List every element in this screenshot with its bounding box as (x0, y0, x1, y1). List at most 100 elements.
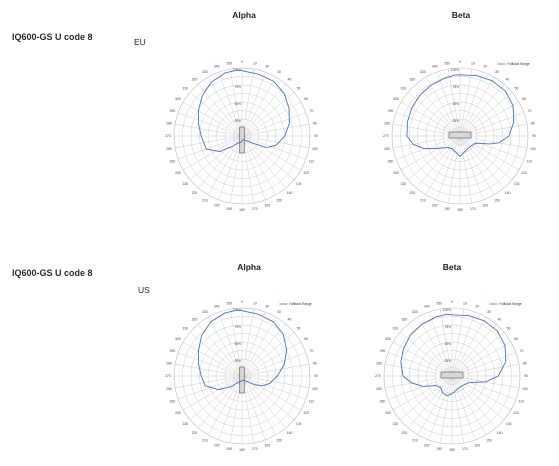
grid-spoke (241, 341, 301, 377)
angle-tick-label: 220 (192, 191, 198, 195)
grid-spoke (241, 375, 277, 435)
angle-tick-label: 280 (376, 361, 382, 365)
grid-spoke (174, 375, 243, 388)
polar-chart-eu-beta: 0 10 20 30 40 50 60 70 80 90 100 110 120 130 140 150 160… (383, 60, 536, 212)
angle-tick-label: 90 (314, 134, 318, 138)
grid-spoke (436, 72, 461, 137)
grid-spoke (459, 83, 504, 137)
grid-spoke (218, 135, 243, 200)
grid-spoke (241, 112, 306, 137)
grid-spoke (459, 135, 472, 204)
grid-spoke (183, 341, 243, 377)
grid-spoke (393, 375, 453, 411)
radial-tick-label: 25% (445, 359, 452, 363)
series-line (406, 74, 515, 157)
angle-tick-label: 90 (532, 134, 536, 138)
angle-tick-label: 300 (393, 97, 399, 101)
angle-tick-label: 190 (226, 447, 232, 451)
device-outline (440, 371, 464, 379)
angle-tick-label: 100 (312, 387, 318, 391)
angle-tick-label: 340 (424, 305, 430, 309)
grid-spoke (396, 135, 461, 160)
angle-tick-label: 260 (384, 147, 390, 151)
grid-spoke (241, 375, 266, 440)
angle-tick-label: 260 (166, 387, 172, 391)
grid-spoke (451, 323, 496, 377)
grid-spoke (241, 135, 286, 189)
grid-spoke (459, 135, 504, 189)
grid-spoke (241, 135, 310, 148)
grid-spoke (459, 72, 484, 137)
angle-tick-label: 200 (432, 204, 438, 208)
angle-tick-label: 170 (252, 207, 258, 211)
grid-spoke (428, 375, 453, 440)
grid-spoke (207, 375, 243, 435)
angle-tick-label: 60 (304, 337, 308, 341)
grid-spoke (241, 332, 295, 377)
angle-tick-label: 300 (385, 337, 391, 341)
grid-spoke (207, 77, 243, 137)
angle-tick-label: 280 (384, 121, 390, 125)
grid-spoke (408, 323, 453, 377)
angle-tick-label: 130 (514, 182, 520, 186)
angle-tick-label: 90 (314, 374, 318, 378)
radial-tick-label: 25% (453, 119, 460, 123)
grid-spoke (436, 135, 461, 200)
grid-spoke (218, 375, 243, 440)
grid-spoke (451, 375, 487, 435)
angle-tick-label: 80 (531, 121, 535, 125)
device-outline (448, 131, 472, 139)
angle-tick-label: 100 (522, 387, 528, 391)
chart-title-us-alpha: Alpha (237, 262, 261, 272)
angle-tick-label: 40 (506, 78, 510, 82)
grid-spoke (428, 312, 453, 377)
grid-spoke (399, 375, 453, 420)
legend-label: Fallback Range (507, 62, 529, 66)
angle-tick-label: 180 (449, 448, 455, 452)
angle-tick-label: 70 (520, 349, 524, 353)
angle-tick-label: 330 (202, 310, 208, 314)
angle-tick-label: 140 (287, 191, 293, 195)
grid-spoke (241, 135, 295, 180)
angle-tick-label: 130 (506, 422, 512, 426)
grid-spoke (189, 92, 243, 137)
angle-tick-label: 20 (483, 65, 487, 69)
angle-tick-label: 190 (444, 207, 450, 211)
angle-tick-label: 150 (494, 198, 500, 202)
grid-spoke (241, 375, 286, 429)
angle-tick-label: 50 (297, 87, 301, 91)
angle-tick-label: 290 (170, 349, 176, 353)
angle-tick-label: 60 (304, 97, 308, 101)
grid-spoke (230, 308, 243, 377)
grid-spoke (440, 308, 453, 377)
angle-tick-label: 40 (498, 318, 502, 322)
angle-tick-label: 100 (530, 147, 536, 151)
angle-tick-label: 320 (402, 318, 408, 322)
angle-tick-label: 40 (288, 318, 292, 322)
grid-spoke (417, 317, 453, 377)
angle-tick-label: 30 (277, 310, 281, 314)
angle-tick-label: 30 (487, 310, 491, 314)
angle-tick-label: 340 (214, 305, 220, 309)
grid-spoke (241, 77, 277, 137)
region-label-us: US (138, 285, 150, 295)
grid-spoke (451, 375, 476, 440)
angle-tick-label: 230 (182, 182, 188, 186)
grid-spoke (440, 375, 453, 444)
angle-tick-label: 220 (192, 431, 198, 435)
angle-tick-label: 210 (202, 438, 208, 442)
angle-tick-label: 250 (388, 160, 394, 164)
angle-tick-label: 120 (303, 171, 309, 175)
angle-tick-label: 200 (424, 444, 430, 448)
series-line (400, 313, 507, 397)
polar-chart-us-alpha: 0 10 20 30 40 50 60 70 80 90 100 110 120 130 140 150 160… (165, 300, 318, 452)
angle-tick-label: 30 (277, 70, 281, 74)
angle-tick-label: 270 (375, 374, 381, 378)
polar-chart-us-beta: 0 10 20 30 40 50 60 70 80 90 100 110 120 130 140 150 160… (375, 300, 528, 452)
angle-tick-label: 110 (519, 400, 525, 404)
grid-spoke (241, 92, 295, 137)
angle-tick-label: 310 (392, 327, 398, 331)
angle-tick-label: 350 (226, 301, 232, 305)
angle-tick-label: 110 (527, 160, 533, 164)
grid-spoke (451, 375, 516, 400)
